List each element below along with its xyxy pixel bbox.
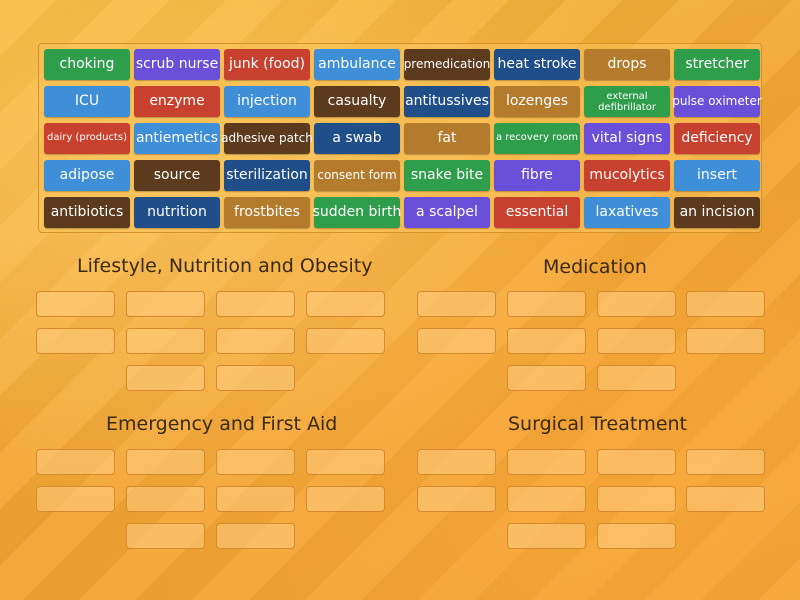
drop-slot-emergency[interactable] [126,523,205,549]
word-tile[interactable]: casualty [314,86,400,117]
drop-slot-emergency[interactable] [126,449,205,475]
word-tile[interactable]: enzyme [134,86,220,117]
drop-slot-surgical[interactable] [417,486,496,512]
category-heading-medication: Medication [543,256,647,278]
drop-slot-surgical[interactable] [686,486,765,512]
word-tile[interactable]: external defibrillator [584,86,670,117]
drop-slot-lifestyle[interactable] [306,328,385,354]
word-tile[interactable]: source [134,160,220,191]
drop-slot-lifestyle[interactable] [216,365,295,391]
word-tile[interactable]: nutrition [134,197,220,228]
word-tile[interactable]: antitussives [404,86,490,117]
drop-slot-medication[interactable] [597,365,676,391]
word-tile[interactable]: junk (food) [224,49,310,80]
drop-slot-lifestyle[interactable] [36,291,115,317]
word-tile[interactable]: premedication [404,49,490,80]
word-tile[interactable]: heat stroke [494,49,580,80]
drop-slot-medication[interactable] [686,328,765,354]
drop-slot-medication[interactable] [507,365,586,391]
drop-slot-medication[interactable] [597,291,676,317]
word-tile[interactable]: a swab [314,123,400,154]
word-tile[interactable]: sterilization [224,160,310,191]
word-tile[interactable]: deficiency [674,123,760,154]
word-tile[interactable]: adipose [44,160,130,191]
word-tile[interactable]: ICU [44,86,130,117]
word-tile[interactable]: fibre [494,160,580,191]
word-tile[interactable]: choking [44,49,130,80]
drop-slot-surgical[interactable] [597,523,676,549]
drop-slot-lifestyle[interactable] [216,291,295,317]
drop-slot-emergency[interactable] [306,449,385,475]
word-tile[interactable]: dairy (products) [44,123,130,154]
drop-slot-surgical[interactable] [507,523,586,549]
word-tile[interactable]: snake bite [404,160,490,191]
word-tile[interactable]: fat [404,123,490,154]
word-tile[interactable]: lozenges [494,86,580,117]
word-tile[interactable]: essential [494,197,580,228]
word-tile[interactable]: pulse oximeter [672,86,762,117]
word-tile[interactable]: a scalpel [404,197,490,228]
category-heading-lifestyle: Lifestyle, Nutrition and Obesity [77,255,373,277]
drop-slot-surgical[interactable] [686,449,765,475]
word-tile[interactable]: mucolytics [584,160,670,191]
word-tile[interactable]: a recovery room [494,123,580,154]
category-heading-emergency: Emergency and First Aid [106,413,338,435]
category-heading-surgical: Surgical Treatment [508,413,688,435]
drop-slot-medication[interactable] [507,291,586,317]
drop-slot-lifestyle[interactable] [36,328,115,354]
drop-slot-medication[interactable] [507,328,586,354]
word-tile[interactable]: laxatives [584,197,670,228]
drop-slot-medication[interactable] [417,291,496,317]
drop-slot-surgical[interactable] [417,449,496,475]
drop-slot-surgical[interactable] [507,449,586,475]
word-tile[interactable]: injection [224,86,310,117]
drop-slot-lifestyle[interactable] [126,291,205,317]
drop-slot-medication[interactable] [686,291,765,317]
drop-slot-emergency[interactable] [306,486,385,512]
word-tile[interactable]: an incision [674,197,760,228]
word-tile[interactable]: frostbites [224,197,310,228]
drop-slot-emergency[interactable] [126,486,205,512]
word-tile[interactable]: ambulance [314,49,400,80]
word-tile[interactable]: antibiotics [44,197,130,228]
word-tile[interactable]: adhesive patch [221,123,313,154]
drop-slot-medication[interactable] [597,328,676,354]
drop-slot-emergency[interactable] [36,486,115,512]
drop-slot-emergency[interactable] [216,449,295,475]
word-tile[interactable]: scrub nurse [134,49,220,80]
word-tile[interactable]: drops [584,49,670,80]
drop-slot-surgical[interactable] [597,486,676,512]
drop-slot-lifestyle[interactable] [126,365,205,391]
word-tile[interactable]: sudden birth [313,197,401,228]
word-tile[interactable]: antiemetics [134,123,220,154]
word-tile[interactable]: consent form [314,160,400,191]
word-bank: choking scrub nurse junk (food) ambulance pr… [38,43,762,233]
word-tile[interactable]: stretcher [674,49,760,80]
drop-slot-medication[interactable] [417,328,496,354]
drop-slot-emergency[interactable] [36,449,115,475]
drop-slot-lifestyle[interactable] [216,328,295,354]
drop-slot-emergency[interactable] [216,523,295,549]
drop-slot-lifestyle[interactable] [306,291,385,317]
drop-slot-lifestyle[interactable] [126,328,205,354]
drop-slot-surgical[interactable] [597,449,676,475]
drop-slot-surgical[interactable] [507,486,586,512]
word-tile[interactable]: vital signs [584,123,670,154]
drop-slot-emergency[interactable] [216,486,295,512]
word-tile[interactable]: insert [674,160,760,191]
